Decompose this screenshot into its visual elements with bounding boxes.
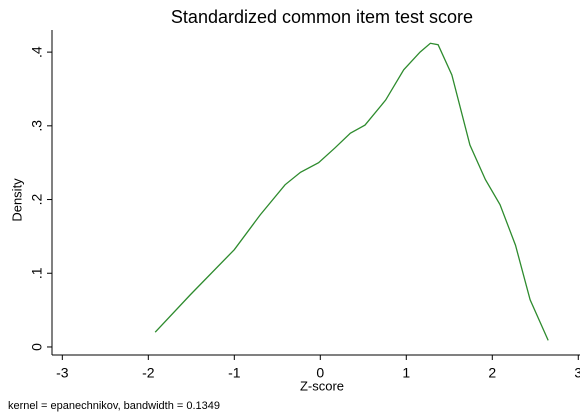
x-tick-label: 2 — [488, 365, 496, 381]
x-tick-label: 1 — [402, 365, 410, 381]
y-tick-label: .4 — [29, 46, 45, 58]
x-tick-label: 3 — [574, 365, 580, 381]
x-tick-label: -1 — [228, 365, 241, 381]
x-tick-label: -3 — [56, 365, 69, 381]
y-tick-label: 0 — [29, 343, 45, 351]
chart-title: Standardized common item test score — [171, 7, 473, 27]
x-axis-label: Z-score — [300, 378, 344, 393]
density-line — [154, 42, 549, 341]
y-tick-label: .2 — [29, 193, 45, 205]
note: kernel = epanechnikov, bandwidth = 0.134… — [8, 400, 220, 412]
x-tick-label: -2 — [142, 365, 155, 381]
y-axis-label: Density — [9, 178, 24, 222]
y-tick-label: .1 — [29, 267, 45, 279]
x-tick-label: 0 — [316, 365, 324, 381]
y-tick-label: .3 — [29, 120, 45, 132]
